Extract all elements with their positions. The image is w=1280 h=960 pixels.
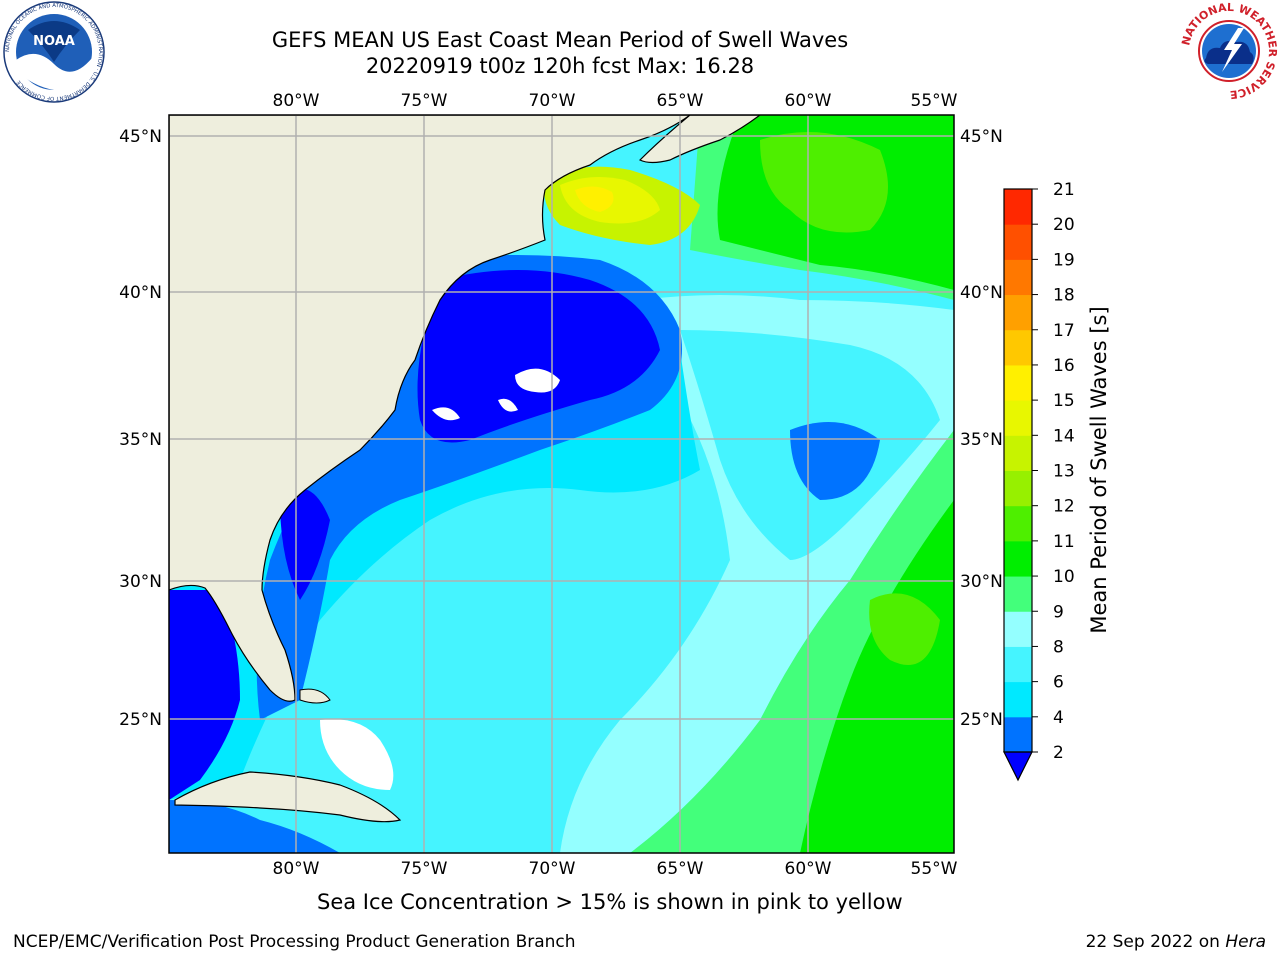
noaa-logo: NOAA NATIONAL OCEANIC AND ATMOSPHERIC AD…: [3, 1, 105, 103]
lon-labels-top: 80°W 75°W 70°W 65°W 60°W 55°W: [273, 91, 958, 111]
colorbar-swatch: [1004, 189, 1032, 225]
colorbar-swatch: [1004, 540, 1032, 577]
colorbar-tick-label: 15: [1053, 391, 1075, 411]
lon-label-bottom: 75°W: [401, 859, 448, 879]
colorbar-tick-label: 14: [1053, 426, 1075, 446]
lon-label-top: 55°W: [911, 91, 958, 111]
lon-label-bottom: 60°W: [785, 859, 832, 879]
colorbar-swatch: [1004, 470, 1032, 507]
lon-label-bottom: 80°W: [273, 859, 320, 879]
land-bahamas: [299, 688, 331, 704]
colorbar-tick-label: 4: [1053, 708, 1064, 728]
lon-label-bottom: 55°W: [911, 859, 958, 879]
colorbar-swatch: [1004, 329, 1032, 366]
colorbar-tick-label: 13: [1053, 462, 1075, 482]
colorbar-swatch: [1004, 294, 1032, 331]
lat-label-left: 25°N: [119, 710, 162, 730]
lat-label-right: 30°N: [960, 572, 1003, 592]
map-frame: [168, 114, 955, 854]
lat-label-right: 35°N: [960, 430, 1003, 450]
chart-title: GEFS MEAN US East Coast Mean Period of S…: [271, 28, 849, 52]
lon-label-top: 65°W: [657, 91, 704, 111]
swell-region-below-2: [417, 270, 660, 443]
swell-region-15-16: [575, 186, 614, 212]
colorbar-swatch: [1004, 505, 1032, 542]
colorbar-swatch: [1004, 681, 1032, 718]
colorbar-tick-label: 12: [1053, 497, 1075, 517]
colorbar-swatch: [1004, 224, 1032, 260]
land-nova-scotia: [638, 115, 762, 164]
colorbar-swatch: [1004, 716, 1032, 753]
lat-label-left: 45°N: [119, 127, 162, 147]
colorbar-tick-label: 17: [1053, 321, 1075, 341]
colorbar-tick-label: 19: [1053, 250, 1075, 270]
colorbar-tick-label: 21: [1053, 180, 1075, 200]
lon-label-bottom: 70°W: [529, 859, 576, 879]
colorbar-swatch: [1004, 646, 1032, 683]
missing-patch-3: [498, 398, 518, 412]
swell-region-11-12-south: [869, 593, 940, 665]
colorbar-swatch: [1004, 364, 1032, 401]
colorbar-swatch: [1004, 611, 1032, 647]
colorbar-swatch: [1004, 435, 1032, 471]
noaa-logo-text: NOAA: [33, 34, 75, 49]
lon-label-top: 70°W: [529, 91, 576, 111]
footer-date: 22 Sep 2022 on Hera: [1086, 932, 1266, 952]
colorbar-swatch: [1004, 576, 1032, 612]
lon-label-top: 75°W: [401, 91, 448, 111]
map-grid: [169, 115, 954, 853]
caribbean-blue: [169, 800, 340, 853]
colorbar-tick-label: 16: [1053, 356, 1075, 376]
land-north-america: [169, 115, 692, 702]
map-area: [169, 115, 954, 853]
colorbar-tick-label: 11: [1053, 532, 1075, 552]
colorbar-swatch: [1004, 400, 1032, 436]
lat-label-left: 35°N: [119, 430, 162, 450]
colorbar: 2 4 6 8 9 10 11 12 13 14 15 16 17 18 19 20 21: [1003, 180, 1075, 782]
colorbar-title: Mean Period of Swell Waves [s]: [1087, 306, 1111, 633]
land-cuba: [174, 771, 402, 823]
lon-label-top: 80°W: [273, 91, 320, 111]
colorbar-swatch: [1004, 259, 1032, 296]
missing-patch-2: [432, 407, 460, 421]
lat-label-left: 40°N: [119, 283, 162, 303]
lon-labels-bottom: 80°W 75°W 70°W 65°W 60°W 55°W: [273, 859, 958, 879]
footer-date-text: 22 Sep 2022 on: [1085, 932, 1226, 952]
colorbar-tick-label: 2: [1053, 743, 1064, 763]
lat-labels-left: 45°N 40°N 35°N 30°N 25°N: [119, 127, 162, 730]
nws-logo: NATIONAL WEATHER SERVICE: [1179, 1, 1279, 101]
colorbar-tick-label: 18: [1053, 286, 1075, 306]
swell-region-below-2-south: [280, 488, 330, 600]
colorbar-tick-label: 8: [1053, 637, 1064, 657]
sea-ice-note: Sea Ice Concentration > 15% is shown in …: [317, 890, 903, 914]
lat-label-left: 30°N: [119, 572, 162, 592]
footer-host: Hera: [1225, 932, 1266, 952]
lat-label-right: 25°N: [960, 710, 1003, 730]
lat-label-right: 40°N: [960, 283, 1003, 303]
chart-subtitle: 20220919 t00z 120h fcst Max: 16.28: [365, 54, 755, 78]
colorbar-tick-label: 20: [1053, 215, 1075, 235]
lat-labels-right: 45°N 40°N 35°N 30°N 25°N: [960, 127, 1003, 730]
colorbar-tick-label: 10: [1053, 567, 1075, 587]
footer-credit: NCEP/EMC/Verification Post Processing Pr…: [13, 932, 576, 952]
missing-patch-bahamas: [320, 719, 394, 790]
colorbar-tick-label: 6: [1053, 673, 1064, 693]
swell-region-2-4-east: [790, 422, 880, 500]
lon-label-top: 60°W: [785, 91, 832, 111]
swell-region-10-11-south: [800, 500, 954, 853]
missing-patch-1: [515, 368, 560, 393]
lon-label-bottom: 65°W: [657, 859, 704, 879]
colorbar-tick-label: 9: [1053, 602, 1064, 622]
swell-region-11-12: [760, 132, 888, 233]
colorbar-extend-arrow: [1003, 751, 1033, 782]
gulf-deep-blue: [169, 590, 240, 800]
lat-label-right: 45°N: [960, 127, 1003, 147]
